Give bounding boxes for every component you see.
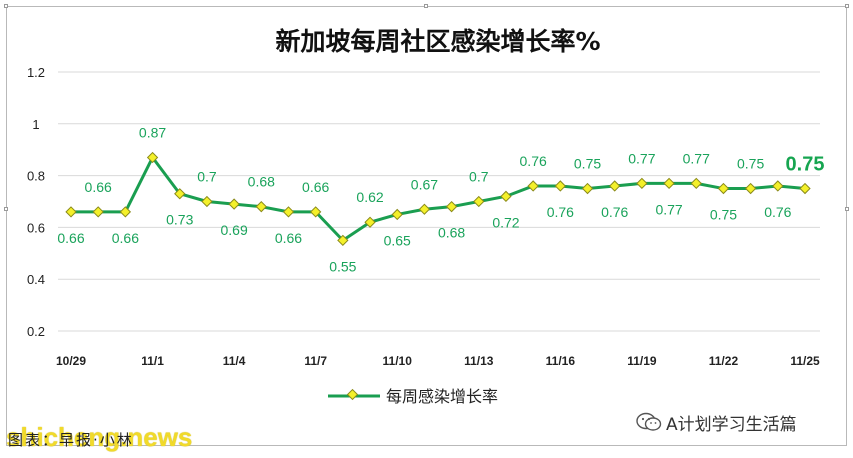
data-label: 0.75 bbox=[574, 156, 601, 172]
data-point-marker bbox=[744, 182, 757, 195]
data-label: 0.66 bbox=[275, 230, 302, 246]
x-tick-label: 11/22 bbox=[709, 354, 739, 368]
data-label: 0.87 bbox=[139, 124, 166, 140]
data-point-marker bbox=[690, 177, 702, 190]
y-tick-label: 0.8 bbox=[27, 169, 45, 184]
series-line-group bbox=[65, 151, 811, 247]
data-label: 0.7 bbox=[197, 169, 217, 185]
data-point-marker bbox=[609, 180, 621, 192]
data-label: 0.66 bbox=[112, 230, 139, 246]
legend-label: 每周感染增长率 bbox=[386, 387, 498, 406]
y-tick-label: 1 bbox=[32, 117, 39, 132]
data-point-marker bbox=[337, 234, 349, 247]
data-label: 0.76 bbox=[547, 204, 574, 220]
resize-handle-top-right[interactable] bbox=[845, 4, 849, 8]
data-point-marker bbox=[201, 195, 213, 208]
data-label: 0.66 bbox=[302, 179, 329, 195]
data-point-marker bbox=[174, 188, 186, 200]
data-point-marker bbox=[663, 177, 675, 190]
data-label: 0.75 bbox=[710, 207, 737, 223]
data-point-marker bbox=[119, 206, 132, 218]
y-tick-label: 1.2 bbox=[27, 65, 45, 80]
x-tick-label: 11/4 bbox=[223, 354, 246, 368]
legend-marker-swatch bbox=[346, 388, 359, 401]
data-point-marker bbox=[445, 201, 458, 213]
wechat-icon bbox=[636, 412, 662, 431]
wechat-account-name: A计划学习生活篇 bbox=[666, 414, 797, 435]
data-label: 0.73 bbox=[166, 212, 193, 228]
data-label: 0.68 bbox=[438, 225, 465, 241]
data-point-marker bbox=[636, 177, 648, 190]
data-label: 0.76 bbox=[520, 153, 547, 169]
x-tick-label: 10/29 bbox=[56, 354, 86, 368]
data-point-marker bbox=[310, 206, 322, 218]
data-labels: 0.66 0.66 0.66 0.87 0.73 0.7 0.69 0.68 0.66 0.66 0… bbox=[57, 124, 824, 274]
x-tick-label: 11/1 bbox=[141, 354, 164, 368]
series-line bbox=[71, 155, 806, 242]
data-point-marker bbox=[65, 206, 77, 218]
data-point-marker bbox=[282, 206, 295, 218]
data-point-marker bbox=[473, 195, 485, 208]
data-label: 0.76 bbox=[764, 204, 791, 220]
data-label: 0.76 bbox=[601, 204, 628, 220]
x-tick-label: 11/13 bbox=[464, 354, 494, 368]
chart-title: 新加坡每周社区感染增长率% bbox=[275, 27, 600, 56]
data-point-marker bbox=[581, 182, 594, 195]
data-label: 0.75 bbox=[737, 156, 764, 172]
data-point-marker bbox=[228, 198, 240, 210]
data-point-marker bbox=[418, 203, 431, 215]
data-label: 0.77 bbox=[628, 150, 655, 166]
data-point-marker bbox=[554, 180, 566, 192]
data-label: 0.75 bbox=[786, 154, 825, 176]
data-point-marker bbox=[364, 216, 376, 228]
data-label: 0.77 bbox=[683, 150, 710, 166]
resize-handle-top-left[interactable] bbox=[4, 4, 8, 8]
x-tick-label: 11/19 bbox=[627, 354, 657, 368]
data-point-marker bbox=[772, 180, 784, 192]
data-label: 0.69 bbox=[220, 222, 247, 238]
data-point-marker bbox=[799, 182, 811, 195]
data-label: 0.66 bbox=[57, 230, 84, 246]
x-tick-label: 11/25 bbox=[790, 354, 820, 368]
y-tick-label: 0.2 bbox=[27, 324, 45, 339]
chart-area bbox=[4, 4, 849, 446]
data-point-marker bbox=[391, 208, 403, 221]
y-tick-label: 0.6 bbox=[27, 220, 45, 235]
data-point-marker bbox=[92, 206, 104, 218]
data-label: 0.66 bbox=[85, 179, 112, 195]
data-label: 0.77 bbox=[655, 201, 682, 217]
data-label: 0.7 bbox=[469, 169, 489, 185]
data-label: 0.67 bbox=[411, 176, 438, 192]
y-axis-ticks: 0.2 0.4 0.6 0.8 1 1.2 bbox=[27, 65, 45, 339]
x-axis-ticks: 10/29 11/1 11/4 11/7 11/10 11/13 11/16 11/19 11/… bbox=[56, 354, 820, 368]
gridlines bbox=[58, 71, 820, 332]
resize-handle-middle-right[interactable] bbox=[845, 207, 849, 211]
x-tick-label: 11/16 bbox=[546, 354, 576, 368]
data-point-marker bbox=[527, 180, 539, 192]
data-label: 0.62 bbox=[356, 189, 383, 205]
data-label: 0.55 bbox=[329, 258, 356, 274]
x-tick-label: 11/10 bbox=[383, 354, 413, 368]
x-tick-label: 11/7 bbox=[304, 354, 327, 368]
data-point-marker bbox=[146, 151, 159, 164]
watermark: shicheng.news bbox=[6, 422, 193, 452]
data-label: 0.72 bbox=[492, 214, 519, 230]
resize-handle-middle-left[interactable] bbox=[4, 207, 8, 211]
data-label: 0.65 bbox=[384, 232, 411, 248]
resize-handle-top-center[interactable] bbox=[424, 4, 428, 8]
data-point-marker bbox=[255, 201, 267, 213]
legend[interactable]: 每周感染增长率 bbox=[328, 387, 498, 406]
data-point-marker bbox=[500, 190, 512, 202]
data-label: 0.68 bbox=[248, 174, 275, 190]
data-point-marker bbox=[717, 182, 730, 195]
wechat-account-mark: A计划学习生活篇 bbox=[636, 408, 797, 436]
y-tick-label: 0.4 bbox=[27, 272, 45, 287]
source-caption: 图表：早报·小林 bbox=[8, 431, 134, 449]
